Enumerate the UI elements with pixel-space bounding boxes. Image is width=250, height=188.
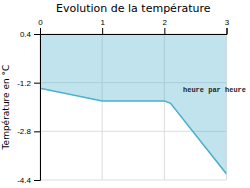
chart: Evolution de la température Température e… <box>0 0 250 188</box>
tick-mark <box>40 28 41 34</box>
tick: 0.4 <box>20 30 40 39</box>
tick-mark <box>34 131 40 132</box>
tick-label: 2 <box>163 18 168 27</box>
tick-mark <box>227 28 228 34</box>
x-axis: 0 1 2 3 <box>38 18 230 35</box>
tick-mark <box>164 28 165 34</box>
tick: -4.4 <box>17 176 40 185</box>
tick-label: 3 <box>225 18 230 27</box>
tick: 0 <box>38 18 43 34</box>
title: Evolution de la température <box>56 2 211 15</box>
tick-mark <box>34 180 40 181</box>
tick-mark <box>34 34 40 35</box>
tick: 3 <box>225 18 230 34</box>
tick-label: -1.2 <box>17 79 31 88</box>
tick: 1 <box>100 18 105 34</box>
area <box>40 34 227 174</box>
tick-mark <box>34 83 40 84</box>
axis-line <box>41 28 228 35</box>
y-axis-title: Température en °C <box>1 65 11 151</box>
grid <box>40 34 227 180</box>
line <box>40 88 227 174</box>
grid-line <box>40 180 227 181</box>
tick-mark <box>102 28 103 34</box>
y-axis: 0.4 -1.2 -2.8 -4.4 <box>17 30 40 185</box>
plot-area <box>40 34 227 174</box>
axis-line <box>34 35 41 181</box>
annotation: heure par heure <box>183 86 246 94</box>
tick-label: -2.8 <box>17 127 31 136</box>
tick: 2 <box>163 18 168 34</box>
tick-label: -4.4 <box>17 176 31 185</box>
tick: -2.8 <box>17 127 40 136</box>
tick-label: 0 <box>38 18 43 27</box>
tick-label: 1 <box>100 18 105 27</box>
tick-label: 0.4 <box>20 30 32 39</box>
tick: -1.2 <box>17 79 40 88</box>
